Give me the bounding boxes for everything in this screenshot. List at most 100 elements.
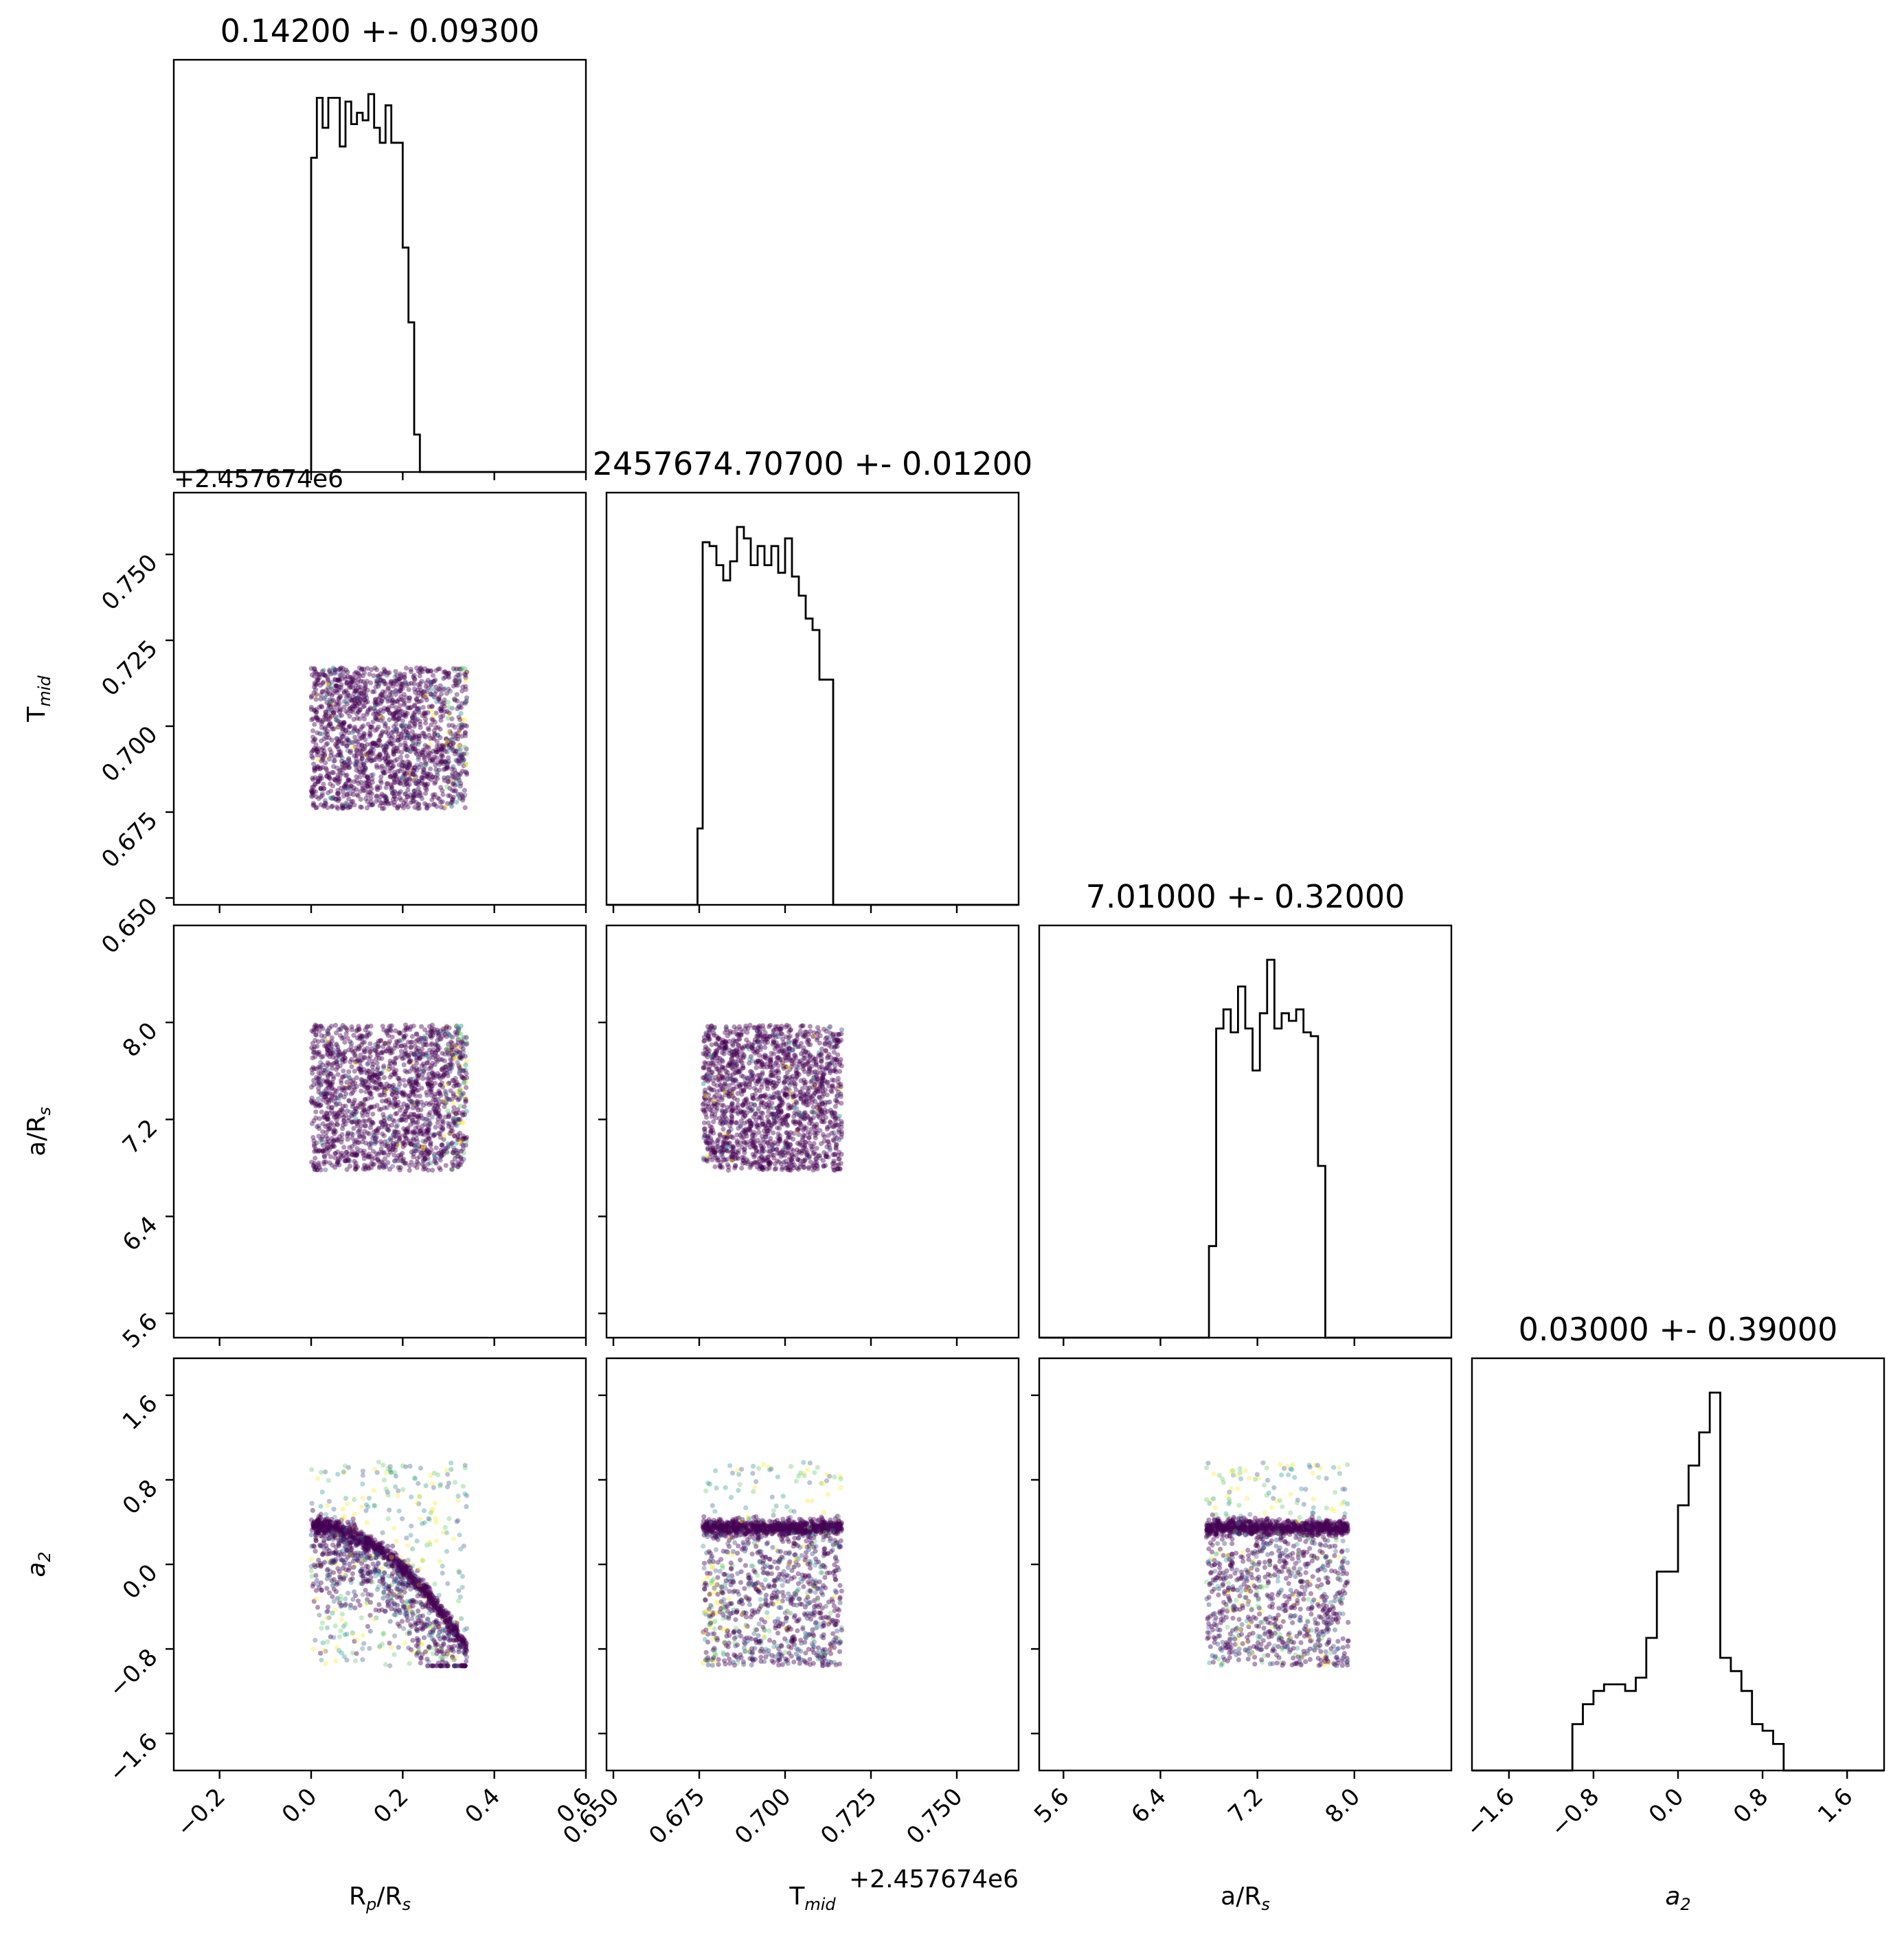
scatter-point bbox=[378, 671, 384, 677]
scatter-point bbox=[416, 765, 422, 770]
scatter-point bbox=[727, 1028, 733, 1034]
scatter-point bbox=[419, 774, 424, 780]
scatter-point bbox=[819, 1108, 824, 1113]
scatter-point bbox=[435, 1037, 440, 1043]
scatter-point bbox=[406, 763, 411, 769]
scatter-point bbox=[324, 717, 329, 722]
scatter-point bbox=[460, 725, 465, 730]
scatter-point bbox=[433, 1145, 439, 1151]
scatter-point bbox=[348, 783, 354, 789]
scatter-point bbox=[358, 697, 363, 703]
scatter-point bbox=[775, 1055, 781, 1061]
scatter-point bbox=[345, 777, 351, 783]
scatter-point bbox=[453, 680, 459, 686]
scatter-point bbox=[374, 1067, 380, 1072]
scatter-point bbox=[760, 1122, 766, 1127]
scatter-point bbox=[408, 749, 413, 754]
scatter-point bbox=[801, 1165, 806, 1170]
scatter-point bbox=[335, 806, 341, 811]
scatter-point bbox=[335, 1072, 341, 1077]
scatter-point bbox=[377, 1085, 383, 1090]
scatter-point bbox=[421, 731, 427, 737]
scatter-point bbox=[391, 712, 396, 717]
scatter-point bbox=[361, 670, 367, 675]
scatter-point bbox=[331, 764, 337, 769]
scatter-point bbox=[455, 758, 462, 764]
scatter-point bbox=[401, 782, 407, 787]
scatter-point bbox=[448, 1057, 453, 1062]
scatter-point bbox=[332, 777, 337, 783]
scatter-point bbox=[315, 750, 321, 755]
scatter-point bbox=[448, 801, 453, 807]
scatter-point bbox=[416, 710, 422, 715]
scatter-point bbox=[385, 696, 390, 701]
scatter-point bbox=[326, 706, 331, 711]
scatter-point bbox=[318, 692, 324, 698]
scatter-point bbox=[424, 1090, 429, 1095]
scatter-point bbox=[420, 747, 426, 753]
scatter-point bbox=[344, 784, 350, 789]
scatter-point bbox=[830, 1083, 835, 1088]
scatter-point bbox=[351, 717, 356, 722]
scatter-point bbox=[459, 723, 465, 728]
scatter-point bbox=[428, 741, 433, 747]
scatter-point bbox=[323, 730, 328, 736]
scatter-point bbox=[414, 1105, 420, 1110]
scatter-point bbox=[416, 802, 421, 808]
scatter-point bbox=[364, 780, 370, 786]
scatter-point bbox=[308, 695, 314, 700]
scatter-point bbox=[395, 734, 401, 740]
scatter-point bbox=[416, 779, 422, 785]
scatter-point bbox=[402, 772, 407, 778]
scatter-point bbox=[331, 704, 337, 710]
scatter-point bbox=[453, 788, 459, 794]
scatter-point bbox=[457, 743, 462, 748]
scatter-point bbox=[450, 741, 455, 746]
scatter-point bbox=[424, 805, 430, 811]
scatter-point bbox=[449, 737, 454, 743]
scatter-point bbox=[795, 1033, 800, 1038]
scatter-point bbox=[412, 747, 418, 752]
scatter-point bbox=[393, 721, 398, 727]
scatter-point bbox=[354, 711, 360, 717]
scatter-point bbox=[389, 765, 394, 771]
scatter-point bbox=[453, 1095, 459, 1101]
scatter-point bbox=[424, 744, 430, 750]
scatter-point bbox=[417, 673, 422, 679]
scatter-point bbox=[370, 1162, 376, 1167]
scatter-point bbox=[742, 1150, 747, 1156]
scatter-point bbox=[389, 690, 395, 695]
scatter-point bbox=[433, 763, 438, 768]
scatter-point bbox=[407, 792, 413, 798]
scatter-point bbox=[416, 736, 422, 741]
scatter-point bbox=[383, 750, 389, 756]
scatter-point bbox=[354, 767, 359, 773]
scatter-point bbox=[315, 730, 320, 736]
scatter-point bbox=[462, 701, 468, 706]
scatter-point bbox=[358, 690, 363, 696]
scatter-point bbox=[429, 704, 435, 709]
scatter-point bbox=[413, 750, 418, 755]
scatter-point bbox=[403, 802, 409, 807]
scatter-point bbox=[426, 745, 431, 750]
scatter-point bbox=[390, 683, 396, 689]
scatter-point bbox=[444, 690, 450, 696]
scatter-point bbox=[321, 748, 327, 754]
scatter-point bbox=[354, 739, 361, 745]
scatter-point bbox=[313, 775, 318, 780]
scatter-point bbox=[411, 673, 417, 678]
scatter-point bbox=[453, 668, 458, 673]
scatter-point bbox=[381, 678, 386, 684]
scatter-point bbox=[420, 713, 426, 719]
scatter-point bbox=[365, 721, 371, 727]
scatter-point bbox=[345, 1157, 350, 1162]
scatter-point bbox=[383, 796, 388, 801]
scatter-point bbox=[345, 669, 350, 675]
scatter-point bbox=[743, 1026, 748, 1031]
scatter-point bbox=[325, 741, 330, 746]
scatter-point bbox=[379, 693, 385, 698]
scatter-point bbox=[442, 805, 447, 811]
scatter-point bbox=[378, 714, 384, 719]
scatter-point bbox=[328, 721, 333, 726]
